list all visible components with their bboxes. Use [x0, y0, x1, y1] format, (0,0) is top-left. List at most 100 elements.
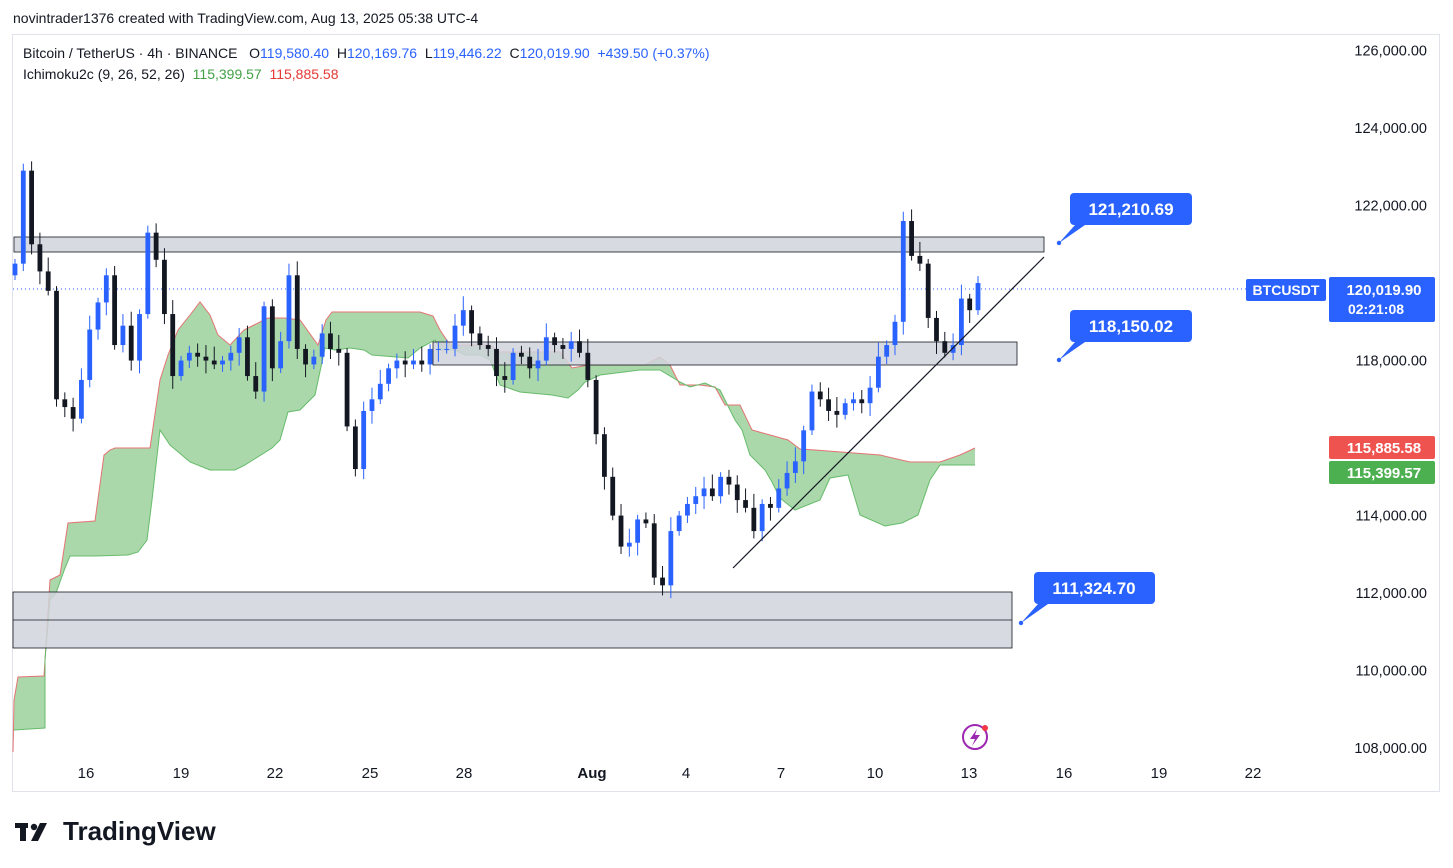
- symbol-info[interactable]: Bitcoin / TetherUS · 4h · BINANCE: [23, 45, 238, 61]
- chart-frame[interactable]: [12, 34, 1440, 792]
- trendline[interactable]: [732, 256, 1045, 569]
- price-zone[interactable]: [13, 236, 1045, 253]
- callout-bottom-pointer: [1021, 604, 1048, 623]
- cloud-upper-label: 115,885.58: [1347, 440, 1421, 457]
- callout-bottom[interactable]: 111,324.70: [1018, 572, 1155, 626]
- candle-body: [286, 275, 292, 342]
- candle-body: [626, 542, 632, 547]
- candle-body: [278, 341, 284, 369]
- candle-body: [884, 345, 890, 357]
- candle-body: [535, 360, 541, 369]
- candle-body: [917, 255, 923, 264]
- candle-body: [826, 399, 831, 411]
- candle-body: [768, 503, 773, 508]
- created-by-text: novintrader1376 created with TradingView…: [13, 10, 479, 26]
- candle-body: [162, 259, 167, 315]
- price-tick-label: 110,000.00: [1356, 664, 1428, 680]
- price-tick-label: 112,000.00: [1356, 586, 1428, 602]
- candle-body: [411, 360, 416, 365]
- candle-body: [261, 306, 267, 392]
- callout-bottom-label: 111,324.70: [1052, 579, 1135, 598]
- price-axis[interactable]: 126,000.00 124,000.00 122,000.00 118,000.00…: [1354, 44, 1427, 758]
- candle-body: [419, 360, 425, 365]
- ohlc-legend: Bitcoin / TetherUS · 4h · BINANCE O119,5…: [23, 45, 710, 61]
- candle-body: [427, 348, 433, 365]
- candle-body: [435, 348, 441, 350]
- cloud-lower-box: [1329, 461, 1435, 484]
- candle-body: [245, 337, 250, 377]
- cloud-upper-tag: 115,885.58: [1329, 436, 1435, 459]
- tradingview-brand[interactable]: TradingView: [15, 816, 216, 847]
- time-tick-label: 10: [867, 765, 884, 782]
- indicator-name[interactable]: Ichimoku2c (9, 26, 52, 26): [23, 66, 185, 82]
- candle-body: [120, 325, 126, 346]
- flash-icon[interactable]: [962, 724, 988, 750]
- callout-mid[interactable]: 118,150.02: [1056, 310, 1192, 363]
- candle-body: [809, 391, 815, 431]
- candle-body: [892, 321, 898, 346]
- time-tick-label: 19: [173, 765, 190, 782]
- candle-body: [402, 360, 408, 365]
- ticker-tag-label: BTCUSDT: [1253, 282, 1320, 298]
- cloud-upper-box: [1329, 436, 1435, 459]
- candle-body: [494, 348, 499, 377]
- indicator-legend: Ichimoku2c (9, 26, 52, 26) 115,399.57 11…: [23, 66, 339, 82]
- candle-body: [842, 403, 848, 415]
- candle-body: [103, 275, 109, 303]
- callout-top-anchor: [1056, 240, 1062, 246]
- candle-body: [54, 290, 59, 400]
- last-price-tag[interactable]: 120,019.90 02:21:08: [1329, 277, 1435, 322]
- last-price-label: 120,019.90: [1346, 282, 1421, 299]
- time-tick-label: 22: [1245, 765, 1262, 782]
- candle-body: [934, 317, 939, 342]
- callout-top[interactable]: 121,210.69: [1056, 193, 1192, 246]
- candle-body: [602, 434, 607, 477]
- candle-body: [294, 275, 300, 349]
- candle-body: [718, 476, 724, 497]
- ticker-tag[interactable]: BTCUSDT: [1246, 279, 1326, 301]
- time-axis[interactable]: 16 19 22 25 28 Aug 4 7 10 13 16 19 22: [78, 765, 1262, 782]
- time-tick-label: 7: [777, 765, 785, 782]
- candle-body: [469, 310, 474, 334]
- candlesticks: [12, 161, 981, 599]
- candle-body: [269, 306, 275, 369]
- candle-body: [668, 531, 674, 586]
- callout-mid-pointer: [1059, 342, 1085, 360]
- candle-body: [560, 345, 566, 349]
- callout-mid-label: 118,150.02: [1089, 317, 1173, 336]
- time-tick-label: Aug: [577, 765, 606, 782]
- candle-body: [477, 333, 483, 346]
- support-resistance-zones: [12, 236, 1045, 649]
- candle-body: [485, 345, 491, 349]
- candle-body: [95, 302, 101, 330]
- time-tick-label: 22: [267, 765, 284, 782]
- candle-body: [12, 263, 18, 276]
- candle-body: [178, 360, 184, 377]
- callout-bottom-anchor: [1018, 620, 1024, 626]
- candle-body: [170, 314, 176, 377]
- candle-body: [369, 399, 375, 411]
- candle-body: [444, 348, 450, 350]
- candle-body: [112, 275, 118, 346]
- candle-body: [62, 399, 68, 408]
- candle-body: [186, 352, 192, 361]
- candle-body: [967, 298, 973, 311]
- candle-body: [618, 515, 624, 547]
- candle-body: [361, 410, 367, 470]
- indicator-value-1: 115,399.57: [192, 66, 262, 82]
- price-tick-label: 114,000.00: [1356, 509, 1428, 525]
- candle-body: [743, 500, 748, 508]
- candle-body: [377, 383, 383, 400]
- candle-body: [709, 488, 715, 497]
- candle-body: [303, 348, 308, 365]
- candle-body: [577, 341, 582, 353]
- last-price-box: [1329, 277, 1435, 322]
- ascending-trendline[interactable]: [732, 256, 1045, 569]
- candle-body: [336, 348, 342, 353]
- candle-body: [319, 333, 325, 357]
- cloud-lower-tag: 115,399.57: [1329, 461, 1435, 484]
- candle-body: [784, 472, 790, 489]
- time-tick-label: 16: [78, 765, 95, 782]
- time-tick-label: 28: [456, 765, 473, 782]
